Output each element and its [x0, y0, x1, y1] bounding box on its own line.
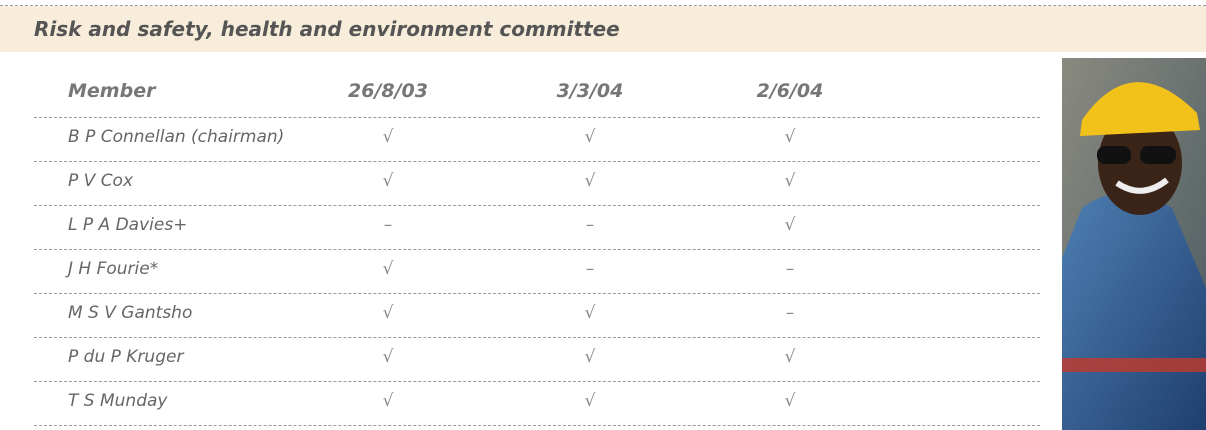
attendance: √	[382, 259, 394, 279]
row-separator	[34, 381, 1040, 382]
attendance: –	[785, 259, 795, 279]
attendance: √	[784, 171, 796, 191]
attendance: –	[585, 215, 595, 235]
attendance: √	[382, 127, 394, 147]
column-header: 2/6/04	[756, 80, 824, 102]
title: Risk and safety, health and environment …	[34, 17, 620, 41]
title-bar	[0, 6, 1206, 52]
member-name: M S V Gantsho	[68, 303, 193, 323]
attendance: √	[784, 347, 796, 367]
column-header: 3/3/04	[556, 80, 624, 102]
attendance: √	[784, 215, 796, 235]
attendance: √	[584, 171, 596, 191]
member-name: L P A Davies+	[68, 215, 188, 235]
row-separator	[34, 205, 1040, 206]
attendance: √	[382, 391, 394, 411]
attendance: √	[584, 127, 596, 147]
member-name: P du P Kruger	[68, 347, 184, 367]
row-separator	[34, 425, 1040, 426]
column-header: 26/8/03	[348, 80, 428, 102]
member-name: T S Munday	[68, 391, 168, 411]
column-header: Member	[68, 80, 156, 102]
member-name: B P Connellan (chairman)	[68, 127, 285, 147]
attendance: √	[584, 303, 596, 323]
member-name: P V Cox	[68, 171, 134, 191]
attendance: –	[785, 303, 795, 323]
top-rule	[0, 5, 1206, 6]
attendance: –	[585, 259, 595, 279]
attendance: √	[382, 303, 394, 323]
attendance: √	[784, 127, 796, 147]
row-separator	[34, 337, 1040, 338]
row-separator	[34, 293, 1040, 294]
attendance: √	[784, 391, 796, 411]
row-separator	[34, 161, 1040, 162]
row-separator	[34, 249, 1040, 250]
photo	[1062, 58, 1206, 430]
attendance: –	[383, 215, 393, 235]
attendance: √	[382, 171, 394, 191]
attendance: √	[382, 347, 394, 367]
member-name: J H Fourie*	[68, 259, 159, 279]
row-separator	[34, 117, 1040, 118]
attendance: √	[584, 347, 596, 367]
attendance: √	[584, 391, 596, 411]
